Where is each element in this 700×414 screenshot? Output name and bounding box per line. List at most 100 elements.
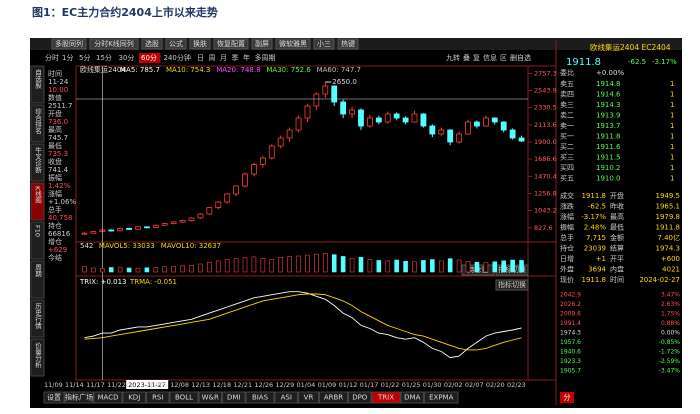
bottom-tab-bg[interactable]: [348, 391, 372, 404]
info-label: 745.7: [48, 134, 68, 142]
period-tab: 15分: [96, 53, 112, 62]
volume-bar: [242, 257, 248, 273]
bottom-tab-bg[interactable]: [274, 391, 298, 404]
candle-body: [474, 121, 480, 127]
volume-bar: [260, 258, 266, 273]
sidebar-tab-bg[interactable]: [30, 338, 45, 377]
toolbar-button-bg[interactable]: [51, 38, 87, 50]
sidebar-tab: 牛叉诊断: [34, 146, 42, 175]
trix-header: TRMA: -0.051: [129, 278, 177, 286]
date-label: 01/12: [339, 381, 358, 389]
book-volume: 1: [670, 154, 674, 162]
volume-bar: [233, 258, 239, 273]
bottom-tab-bg[interactable]: [298, 391, 319, 404]
volume-bar: [340, 256, 346, 273]
toolbar-button-bg[interactable]: [89, 38, 139, 50]
stat-label: 昨收: [610, 202, 624, 211]
bottom-tab: MACD: [98, 394, 119, 402]
toolbar-button-bg[interactable]: [251, 38, 273, 50]
sidebar-tab-bg[interactable]: [30, 260, 45, 299]
bottom-tab-bg[interactable]: [245, 391, 275, 404]
sidebar-tab-bg[interactable]: [30, 143, 45, 182]
date-label: 12/05: [149, 381, 168, 389]
info-label: 2511.7: [48, 102, 73, 110]
volume-bar: [153, 267, 159, 273]
mini-axis-right: 0.00%: [661, 330, 680, 337]
bottom-tab-bg[interactable]: [371, 391, 401, 404]
mini-axis-left: 1940.6: [560, 349, 581, 356]
tool: 区: [500, 54, 507, 62]
candle-body: [108, 229, 115, 232]
info-value: 最低: [48, 141, 62, 150]
date-label: 12/18: [212, 381, 231, 389]
toolbar-button: 恢复配置: [217, 39, 245, 48]
bottom-tab-bg[interactable]: [93, 391, 123, 404]
stat-label: 涨幅: [560, 212, 574, 221]
bottom-tab-bg[interactable]: [169, 391, 199, 404]
date-label: 12/29: [275, 381, 294, 389]
sidebar-tab-bg[interactable]: [30, 182, 45, 221]
toolbar-button-bg[interactable]: [165, 38, 187, 50]
mini-axis-left: 1923.3: [560, 358, 581, 365]
book-label: 卖一: [560, 122, 574, 130]
sidebar-tab: 周期: [34, 264, 42, 279]
tool: 复: [473, 53, 480, 62]
tool: 信息: [483, 53, 497, 62]
info-value: 11-24: [48, 78, 69, 86]
sidebar-tab-bg[interactable]: [30, 65, 45, 104]
book-volume: 1: [670, 164, 674, 172]
volume-bar: [91, 267, 96, 273]
candle-body: [126, 227, 132, 230]
bottom-tab-bg[interactable]: [400, 391, 424, 404]
toolbar-button-bg[interactable]: [313, 38, 335, 50]
ma-label: MA30: 752.6: [266, 66, 311, 74]
toolbar-button-bg[interactable]: [275, 38, 311, 50]
info-value: 持仓: [48, 221, 62, 230]
bottom-tab-bg[interactable]: [222, 391, 246, 404]
stat-value: 1974.3: [656, 245, 681, 253]
candle-body: [90, 231, 97, 234]
bottom-tab-bg[interactable]: [198, 391, 222, 404]
period-tab: 年: [243, 53, 250, 62]
stat-value: 2024-02-27: [639, 276, 680, 284]
toolbar-button-bg[interactable]: [337, 38, 359, 50]
volume-bar: [144, 267, 150, 273]
info-label: 741.4: [48, 166, 69, 174]
y-tick-label: 2543.9: [534, 86, 557, 94]
candle-body: [402, 117, 409, 123]
date-label: 2023-11-27: [128, 381, 166, 389]
bottom-tab-bg[interactable]: [43, 391, 65, 404]
stat-label: 时间: [610, 275, 624, 284]
candle-body: [143, 226, 150, 229]
book-volume: 1: [670, 112, 674, 120]
quote-change: -62.5: [628, 58, 646, 66]
stat-label: 开平: [610, 255, 624, 263]
date-label: 01/04: [297, 381, 316, 389]
sidebar-tab-bg[interactable]: [30, 299, 45, 338]
mini-axis-right: 0.88%: [661, 320, 680, 327]
candle-body: [152, 224, 159, 228]
bottom-tab-bg[interactable]: [424, 391, 459, 404]
toolbar-button-bg[interactable]: [141, 38, 163, 50]
bottom-tab-bg[interactable]: [122, 391, 146, 404]
quote-tab-bg[interactable]: [560, 392, 574, 403]
quote-ratio-value: +0.00%: [596, 69, 624, 77]
info-value: 总手: [48, 205, 62, 214]
toolbar-button-bg[interactable]: [189, 38, 211, 50]
candle-body: [420, 113, 427, 127]
sidebar-tab-bg[interactable]: [30, 104, 45, 143]
book-price: 1910.0: [596, 175, 621, 183]
stat-value: +600: [661, 255, 680, 263]
sidebar-tab-bg[interactable]: [30, 221, 45, 260]
bottom-tab-bg[interactable]: [64, 391, 94, 404]
bottom-tab-bg[interactable]: [146, 391, 170, 404]
candle-body: [438, 129, 445, 135]
period-active[interactable]: [139, 53, 161, 63]
bottom-tab-bg[interactable]: [319, 391, 348, 404]
volume-header: MAVOL5: 33033: [99, 242, 155, 250]
volume-bar: [403, 261, 408, 273]
toolbar-button-bg[interactable]: [213, 38, 249, 50]
trix-button-bg[interactable]: [495, 279, 529, 291]
stat-value: -62.5: [588, 203, 606, 211]
stat-value: 4021: [662, 266, 680, 274]
